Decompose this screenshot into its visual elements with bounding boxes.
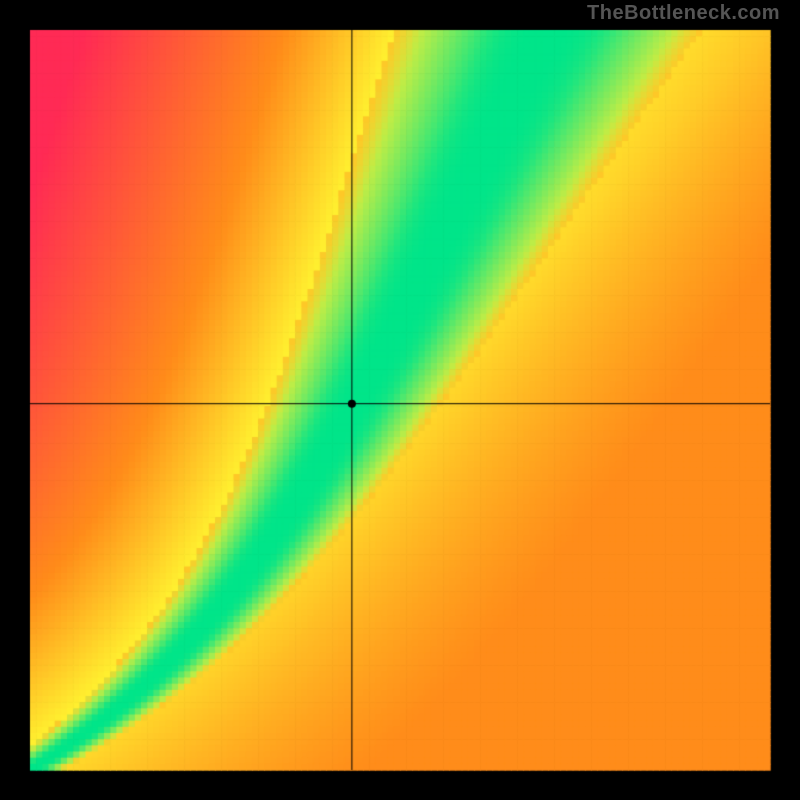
- bottleneck-heatmap: [0, 0, 800, 800]
- watermark-label: TheBottleneck.com: [587, 2, 780, 25]
- chart-container: TheBottleneck.com: [0, 0, 800, 800]
